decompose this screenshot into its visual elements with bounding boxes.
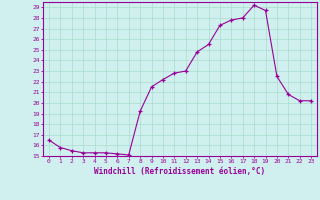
X-axis label: Windchill (Refroidissement éolien,°C): Windchill (Refroidissement éolien,°C) bbox=[94, 167, 266, 176]
